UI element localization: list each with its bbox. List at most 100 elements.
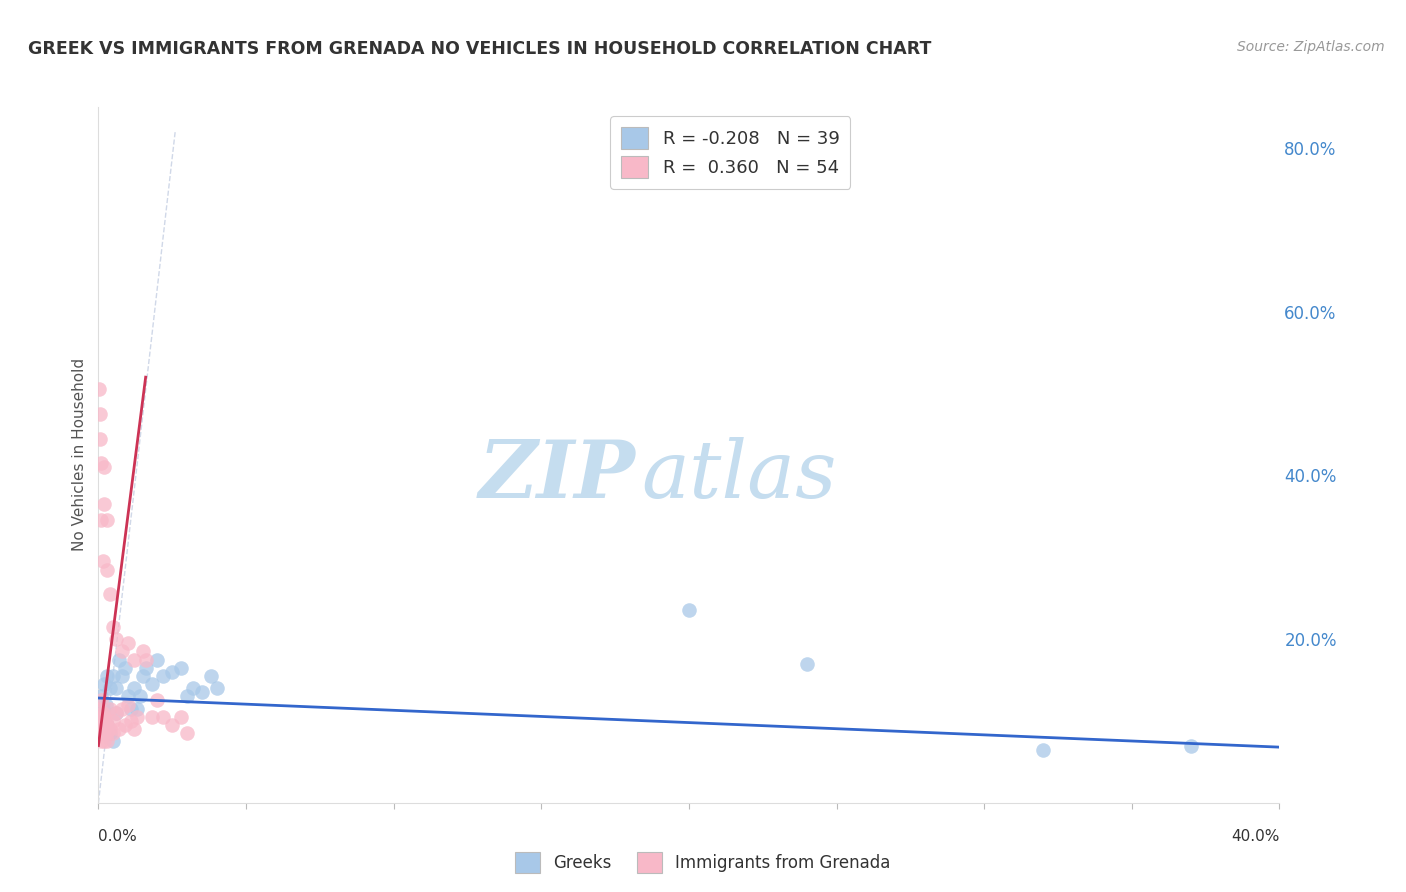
Point	[90, 710, 112, 724]
Point	[117, 698, 139, 712]
Point	[114, 718, 136, 732]
Point	[103, 734, 125, 748]
Point	[678, 603, 700, 617]
Point	[94, 714, 117, 728]
Point	[93, 460, 115, 475]
Point	[120, 714, 142, 728]
Point	[170, 661, 193, 675]
Point	[103, 726, 125, 740]
Point	[93, 722, 115, 736]
Point	[162, 665, 183, 679]
Point	[191, 685, 214, 699]
Point	[111, 644, 134, 658]
Legend: Greeks, Immigrants from Grenada: Greeks, Immigrants from Grenada	[509, 846, 897, 880]
Point	[103, 620, 125, 634]
Point	[152, 669, 174, 683]
Point	[146, 652, 169, 666]
Point	[90, 726, 112, 740]
Point	[89, 383, 111, 397]
Text: 0.0%: 0.0%	[98, 829, 138, 844]
Point	[90, 710, 112, 724]
Point	[96, 718, 118, 732]
Point	[141, 710, 163, 724]
Point	[93, 714, 115, 728]
Point	[103, 714, 125, 728]
Point	[93, 497, 115, 511]
Point	[98, 726, 121, 740]
Point	[90, 734, 112, 748]
Point	[98, 701, 121, 715]
Point	[105, 706, 128, 720]
Point	[111, 701, 134, 715]
Text: ZIP: ZIP	[479, 437, 636, 515]
Point	[132, 669, 155, 683]
Point	[90, 690, 112, 704]
Point	[91, 718, 114, 732]
Point	[90, 456, 112, 470]
Point	[125, 710, 148, 724]
Point	[114, 661, 136, 675]
Text: 40.0%: 40.0%	[1232, 829, 1279, 844]
Point	[135, 652, 157, 666]
Point	[181, 681, 204, 696]
Point	[125, 701, 148, 715]
Point	[91, 554, 114, 568]
Point	[93, 710, 115, 724]
Point	[141, 677, 163, 691]
Legend: R = -0.208   N = 39, R =  0.360   N = 54: R = -0.208 N = 39, R = 0.360 N = 54	[610, 116, 851, 189]
Point	[96, 726, 118, 740]
Point	[176, 726, 198, 740]
Point	[91, 726, 114, 740]
Point	[117, 636, 139, 650]
Point	[105, 632, 128, 646]
Point	[103, 669, 125, 683]
Point	[90, 693, 112, 707]
Point	[91, 701, 114, 715]
Point	[120, 701, 142, 715]
Point	[205, 681, 228, 696]
Point	[89, 718, 111, 732]
Point	[162, 718, 183, 732]
Text: GREEK VS IMMIGRANTS FROM GRENADA NO VEHICLES IN HOUSEHOLD CORRELATION CHART: GREEK VS IMMIGRANTS FROM GRENADA NO VEHI…	[28, 40, 932, 58]
Point	[96, 718, 118, 732]
Point	[1180, 739, 1202, 753]
Point	[122, 681, 145, 696]
Text: atlas: atlas	[641, 437, 837, 515]
Y-axis label: No Vehicles in Household: No Vehicles in Household	[72, 359, 87, 551]
Point	[96, 562, 118, 576]
Point	[200, 669, 222, 683]
Point	[176, 690, 198, 704]
Text: Source: ZipAtlas.com: Source: ZipAtlas.com	[1237, 40, 1385, 54]
Point	[96, 513, 118, 527]
Point	[93, 734, 115, 748]
Point	[94, 698, 117, 712]
Point	[117, 690, 139, 704]
Point	[108, 652, 131, 666]
Point	[108, 722, 131, 736]
Point	[122, 722, 145, 736]
Point	[105, 681, 128, 696]
Point	[98, 722, 121, 736]
Point	[89, 701, 111, 715]
Point	[152, 710, 174, 724]
Point	[170, 710, 193, 724]
Point	[111, 669, 134, 683]
Point	[89, 714, 111, 728]
Point	[89, 722, 111, 736]
Point	[90, 513, 112, 527]
Point	[796, 657, 818, 671]
Point	[90, 722, 112, 736]
Point	[96, 669, 118, 683]
Point	[1032, 742, 1054, 756]
Point	[132, 644, 155, 658]
Point	[146, 693, 169, 707]
Point	[98, 587, 121, 601]
Point	[135, 661, 157, 675]
Point	[89, 432, 111, 446]
Point	[128, 690, 150, 704]
Point	[89, 407, 111, 421]
Point	[98, 681, 121, 696]
Point	[93, 677, 115, 691]
Point	[105, 706, 128, 720]
Point	[91, 706, 114, 720]
